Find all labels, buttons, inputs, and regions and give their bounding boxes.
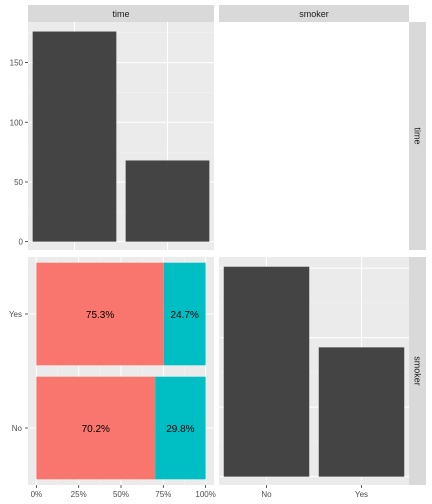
panel-time-smoker-marks: 0% 25% 50% 75% 100% Yes No 75.3% 24.7% 70.2% 29.8%	[9, 257, 216, 499]
data-label: 24.7%	[171, 310, 199, 321]
strip-top-time-label: time	[112, 9, 129, 19]
strip-right-smoker-label: smoker	[413, 356, 423, 386]
x-tick-label: Yes	[355, 490, 368, 499]
strip-top-time	[28, 5, 214, 22]
x-tick-label: 25%	[71, 490, 87, 499]
x-tick-label: No	[261, 490, 272, 499]
x-tick-label: 0%	[31, 490, 43, 499]
strip-top-smoker-label: smoker	[299, 9, 329, 19]
bar	[125, 160, 210, 242]
stacked-bar-segment	[163, 262, 206, 366]
panel-time-time-marks: 0 50 100 150	[10, 22, 214, 250]
x-tick-label: 100%	[195, 490, 215, 499]
x-tick-label: 75%	[155, 490, 171, 499]
bar	[223, 266, 310, 477]
panel-smoker-time	[219, 22, 409, 250]
strip-top-smoker	[219, 5, 409, 22]
strip-right-time	[409, 22, 426, 250]
bar	[318, 347, 405, 477]
strip-right-smoker	[409, 257, 426, 485]
stacked-bar-segment	[36, 376, 156, 480]
data-label: 70.2%	[82, 424, 110, 435]
data-label: 29.8%	[166, 424, 194, 435]
y-tick-label: 150	[10, 59, 24, 68]
y-tick-label: No	[12, 424, 23, 433]
stacked-bar-segment	[155, 376, 206, 480]
bar	[32, 31, 117, 242]
y-tick-label: 50	[14, 178, 23, 187]
strip-right-time-label: time	[413, 127, 423, 144]
y-tick-label: 100	[10, 118, 24, 127]
x-tick-label: 50%	[113, 490, 129, 499]
data-label: 75.3%	[86, 310, 114, 321]
panel-smoker-smoker-marks: No Yes	[219, 257, 409, 499]
y-tick-label: 0	[19, 238, 24, 247]
y-tick-label: Yes	[9, 310, 22, 319]
stacked-bar-segment	[36, 262, 164, 366]
